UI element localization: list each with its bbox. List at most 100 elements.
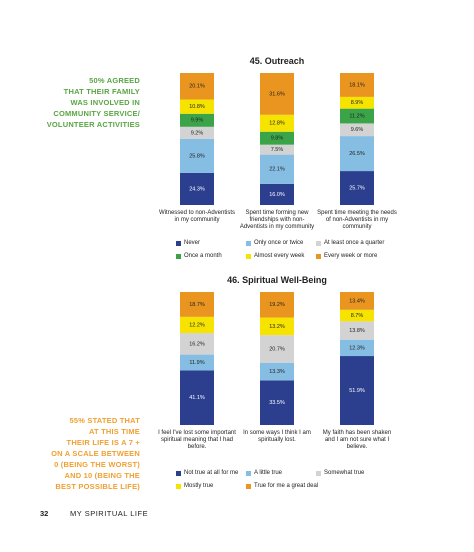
bar-segment — [340, 356, 374, 425]
note-line: AT THIS TIME — [88, 427, 140, 436]
data-label: 10.8% — [189, 104, 205, 110]
bar-segment — [180, 292, 214, 317]
data-label: 51.9% — [349, 388, 365, 394]
bar-segment — [260, 380, 294, 425]
bar-segment — [180, 172, 214, 205]
bar-segment — [340, 73, 374, 97]
bar-segment — [260, 114, 294, 132]
data-label: 13.2% — [269, 324, 285, 330]
data-label: 12.2% — [189, 322, 205, 328]
legend-swatch — [316, 253, 321, 259]
bar-segment — [340, 171, 374, 205]
bar-segment — [260, 144, 294, 155]
legend-item: True for me a great deal — [246, 483, 318, 489]
bar-segment — [180, 99, 214, 114]
bar-segment — [180, 316, 214, 334]
bar-segment — [260, 335, 294, 363]
data-label: 24.3% — [189, 186, 205, 192]
legend-label: At least once a quarter — [324, 240, 385, 246]
data-label: 9.9% — [191, 118, 204, 124]
data-label: 18.1% — [349, 82, 365, 88]
data-label: 18.7% — [189, 302, 205, 308]
bar-segment — [260, 131, 294, 145]
note-line: THEIR LIFE IS A 7 + — [66, 438, 140, 447]
note-line: ON A SCALE BETWEEN — [51, 449, 140, 458]
data-label: 19.2% — [269, 302, 285, 308]
legend-label: A little true — [254, 470, 283, 476]
legend-swatch — [176, 240, 181, 246]
legend-item: Once a month — [176, 253, 222, 259]
sidebar-note: 50% AGREED THAT THEIR FAMILY WAS INVOLVED … — [0, 75, 140, 130]
data-label: 31.6% — [269, 91, 285, 97]
category-label: Spent time forming new friendships with … — [239, 210, 315, 230]
data-label: 26.5% — [349, 151, 365, 157]
bar-segment — [180, 113, 214, 127]
note-line: BEST POSSIBLE LIFE) — [55, 482, 140, 491]
legend-item: Every week or more — [316, 253, 377, 259]
bar-segment — [340, 309, 374, 322]
bar-segment — [340, 321, 374, 340]
legend-item: At least once a quarter — [316, 240, 384, 246]
note-line: COMMUNITY SERVICE/ — [53, 109, 140, 118]
data-label: 9.2% — [191, 130, 204, 136]
note-line: 55% STATED THAT — [69, 416, 140, 425]
legend-label: Once a month — [184, 253, 222, 259]
legend-label: Only once or twice — [254, 240, 304, 246]
page-number: 32 — [40, 509, 49, 518]
category-label: I feel I've lost some important spiritua… — [158, 430, 236, 450]
legend-item: Almost every week — [246, 253, 304, 259]
bar-segment — [180, 354, 214, 371]
legend-swatch — [316, 240, 321, 246]
note-line: AND 10 (BEING THE — [64, 471, 140, 480]
legend-swatch — [246, 483, 251, 489]
data-label: 16.2% — [189, 341, 205, 347]
legend-label: Almost every week — [254, 253, 305, 259]
bar-segment — [260, 292, 294, 318]
data-label: 11.9% — [189, 360, 204, 366]
bar-segment — [180, 126, 214, 139]
legend-label: Every week or more — [324, 253, 378, 259]
data-label: 12.3% — [349, 345, 365, 351]
data-label: 16.0% — [269, 192, 285, 198]
chart-title: 46. Spiritual Well-Being — [227, 275, 327, 285]
legend-item: Never — [176, 240, 200, 246]
data-label: 20.7% — [269, 346, 285, 352]
legend-swatch — [246, 470, 251, 476]
data-label: 41.1% — [189, 395, 205, 401]
note-line: 50% AGREED — [89, 76, 140, 85]
note-line: WAS INVOLVED IN — [70, 98, 140, 107]
chart-title: 45. Outreach — [249, 56, 305, 66]
data-label: 8.7% — [351, 313, 364, 319]
data-label: 22.1% — [269, 167, 285, 173]
legend-item: A little true — [246, 470, 282, 476]
bar-segment — [180, 370, 214, 425]
data-label: 25.7% — [349, 185, 365, 191]
data-label: 13.4% — [349, 298, 365, 304]
legend-item: Mostly true — [176, 483, 213, 489]
bar-segment — [340, 292, 374, 310]
bar-segment — [340, 339, 374, 357]
data-label: 8.9% — [351, 100, 364, 106]
legend-swatch — [176, 483, 181, 489]
bar-segment — [260, 73, 294, 115]
bar-segment — [340, 96, 374, 109]
note-line: VOLUNTEER ACTIVITIES — [46, 120, 140, 129]
legend-swatch — [246, 253, 251, 259]
data-label: 33.5% — [269, 400, 285, 406]
bar-segment — [260, 154, 294, 184]
note-line: 0 (BEING THE WORST) — [54, 460, 140, 469]
data-label: 25.8% — [189, 153, 205, 159]
legend-swatch — [176, 253, 181, 259]
legend-swatch — [246, 240, 251, 246]
data-label: 20.1% — [189, 84, 205, 90]
data-label: 12.8% — [269, 121, 285, 127]
legend-label: Never — [184, 240, 201, 246]
legend-item: Only once or twice — [246, 240, 303, 246]
bar-segment — [340, 123, 374, 137]
note-line: THAT THEIR FAMILY — [63, 87, 140, 96]
category-label: Witnessed to non-Adventists in my commun… — [158, 210, 236, 223]
bar-segment — [180, 73, 214, 100]
sidebar-note: 55% STATED THAT AT THIS TIME THEIR LIFE IS… — [0, 415, 140, 492]
